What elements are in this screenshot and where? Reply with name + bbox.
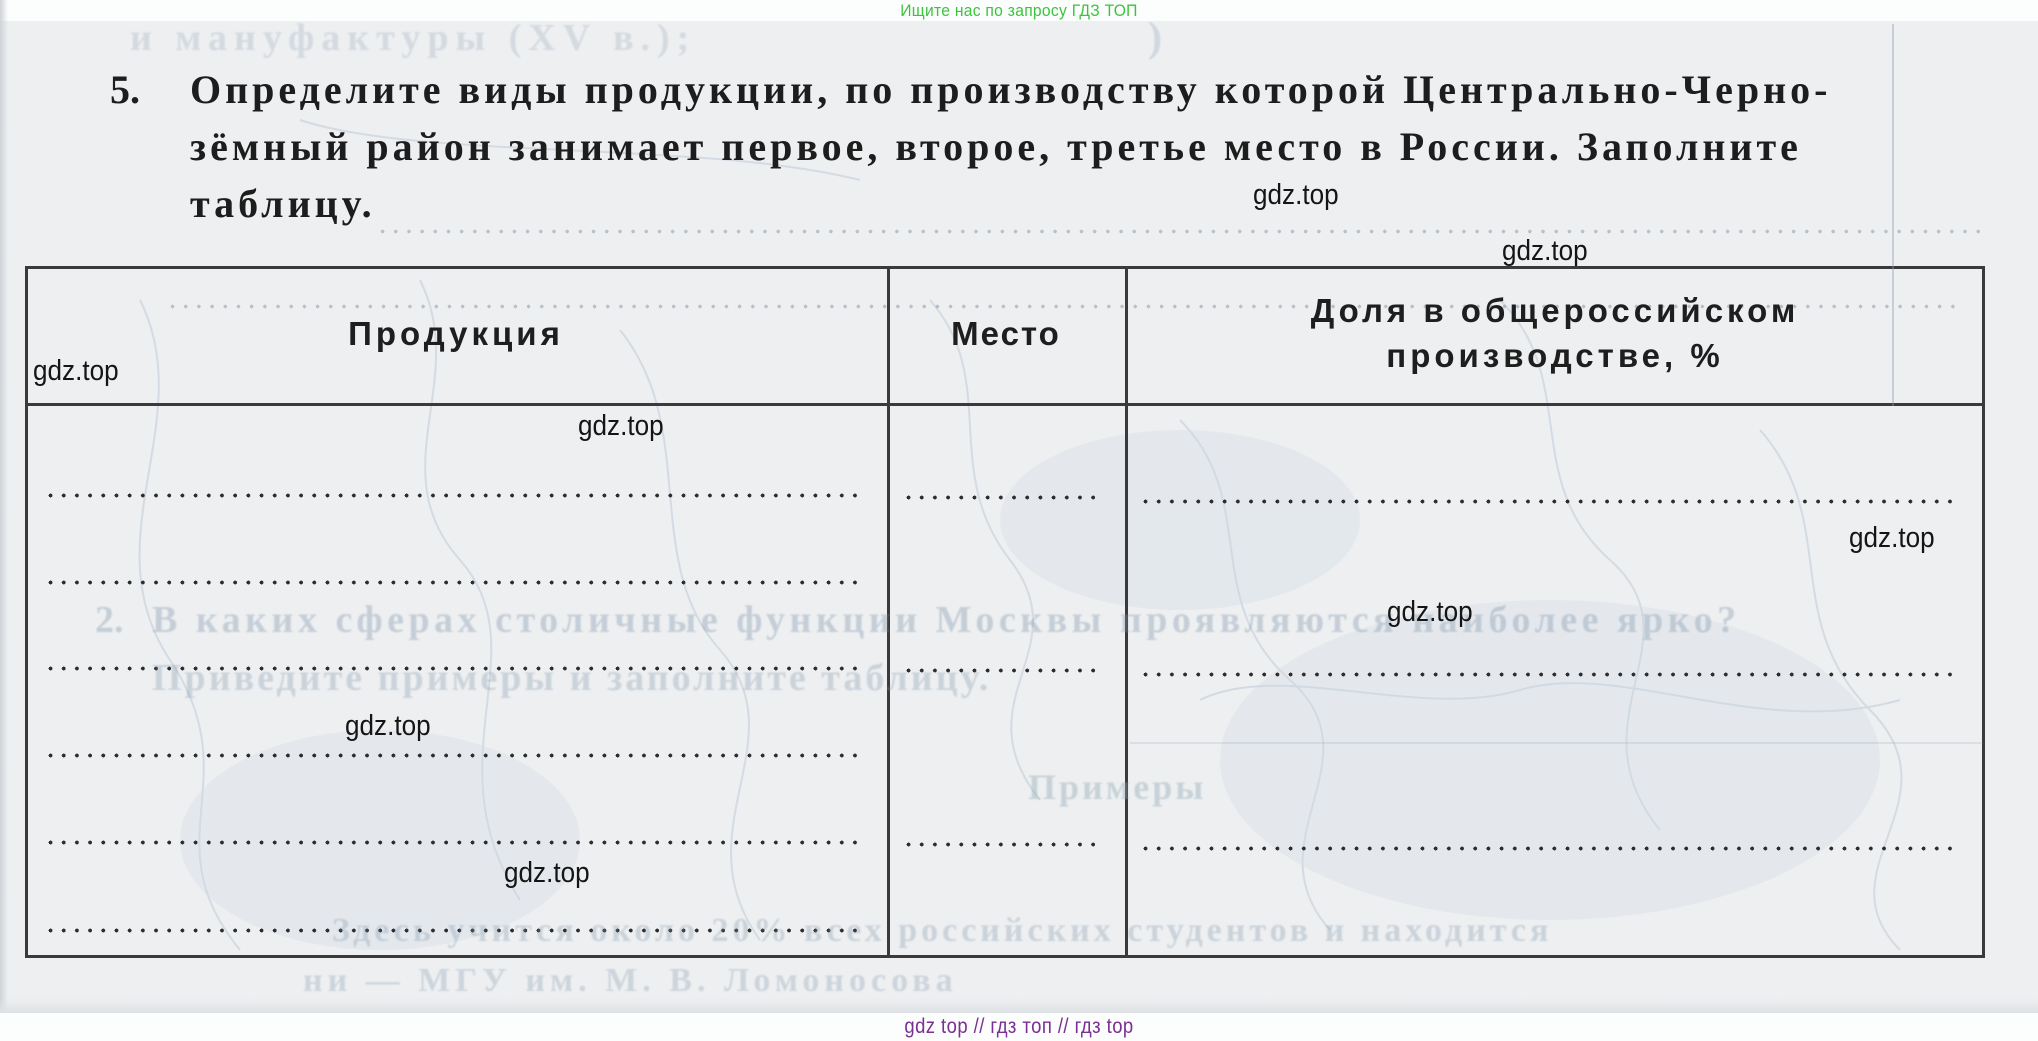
ghost-vertical-line bbox=[1892, 24, 1894, 406]
watermark: gdz.top bbox=[345, 710, 431, 742]
ghost-horizontal-line bbox=[1130, 742, 1983, 744]
watermark: gdz.top bbox=[504, 857, 590, 889]
ghost-q2-line-1: В каких сферах столичные функции Москвы … bbox=[152, 599, 1741, 641]
answer-dotted-line-col3-2 bbox=[1143, 672, 1961, 677]
ghost-dotted-line bbox=[380, 229, 1980, 234]
promo-banner-text: Ищите нас по запросу ГДЗ ТОП bbox=[900, 1, 1138, 20]
watermark: gdz.top bbox=[1253, 179, 1339, 211]
table-column-divider-2 bbox=[1125, 266, 1128, 958]
answer-dotted-line-col1-5 bbox=[48, 840, 861, 845]
answer-dotted-line-col1-3 bbox=[48, 666, 861, 671]
page-bottom-edge-shadow bbox=[0, 998, 2038, 1013]
answer-dotted-line-col1-4 bbox=[48, 753, 861, 758]
answer-dotted-line-col2-1 bbox=[906, 495, 1098, 500]
footer-text: gdz top // гдз топ // гдз top bbox=[904, 1015, 1134, 1038]
page-left-edge-shadow bbox=[0, 0, 8, 1013]
ghost-q2-line-2: Приведите примеры и заполните таблицу. bbox=[152, 657, 992, 699]
table-column-divider-1 bbox=[887, 266, 890, 958]
answer-dotted-line-col2-2 bbox=[906, 668, 1098, 673]
answer-dotted-line-col1-2 bbox=[48, 580, 861, 585]
question-text-line-1: Определите виды продукции, по производст… bbox=[190, 67, 1832, 112]
column-header-mesto: Место bbox=[951, 315, 1061, 352]
table-header-underline bbox=[25, 403, 1985, 406]
column-header-dolya-line-2: производстве, % bbox=[1386, 337, 1724, 374]
answer-dotted-line-col3-1 bbox=[1143, 499, 1961, 504]
answer-dotted-line-col2-3 bbox=[906, 842, 1098, 847]
bottom-white-band bbox=[0, 1013, 2038, 1041]
answer-dotted-line-col3-3 bbox=[1143, 846, 1961, 851]
question-text-line-3: таблицу. bbox=[190, 181, 376, 226]
ghost-bottom-line-2: ни — МГУ им. М. В. Ломоносова bbox=[303, 962, 958, 999]
top-white-band bbox=[0, 0, 2038, 21]
ghost-dotted-line bbox=[170, 304, 1955, 309]
watermark: gdz.top bbox=[1387, 596, 1473, 628]
watermark: gdz.top bbox=[1502, 235, 1588, 267]
column-header-dolya-line-1: Доля в общероссийском bbox=[1310, 292, 1800, 329]
watermark: gdz.top bbox=[1849, 522, 1935, 554]
answer-table bbox=[25, 266, 1985, 958]
question-text-line-2: зёмный район занимает первое, второе, тр… bbox=[190, 124, 1802, 169]
ghost-paren: ) bbox=[1148, 15, 1162, 61]
watermark: gdz.top bbox=[33, 355, 119, 387]
answer-dotted-line-col1-1 bbox=[48, 493, 861, 498]
answer-dotted-line-col1-6 bbox=[48, 928, 861, 933]
ghost-q2-number: 2. bbox=[95, 599, 124, 641]
ghost-top-fragment: и мануфактуры (XV в.); bbox=[130, 17, 697, 59]
watermark: gdz.top bbox=[578, 410, 664, 442]
column-header-produkciya: Продукция bbox=[348, 315, 564, 352]
question-number: 5. bbox=[110, 67, 140, 112]
ghost-bottom-line-1: Здесь учится около 20% всех российских с… bbox=[332, 912, 1553, 949]
ghost-next-table-header: Примеры bbox=[1028, 767, 1207, 807]
